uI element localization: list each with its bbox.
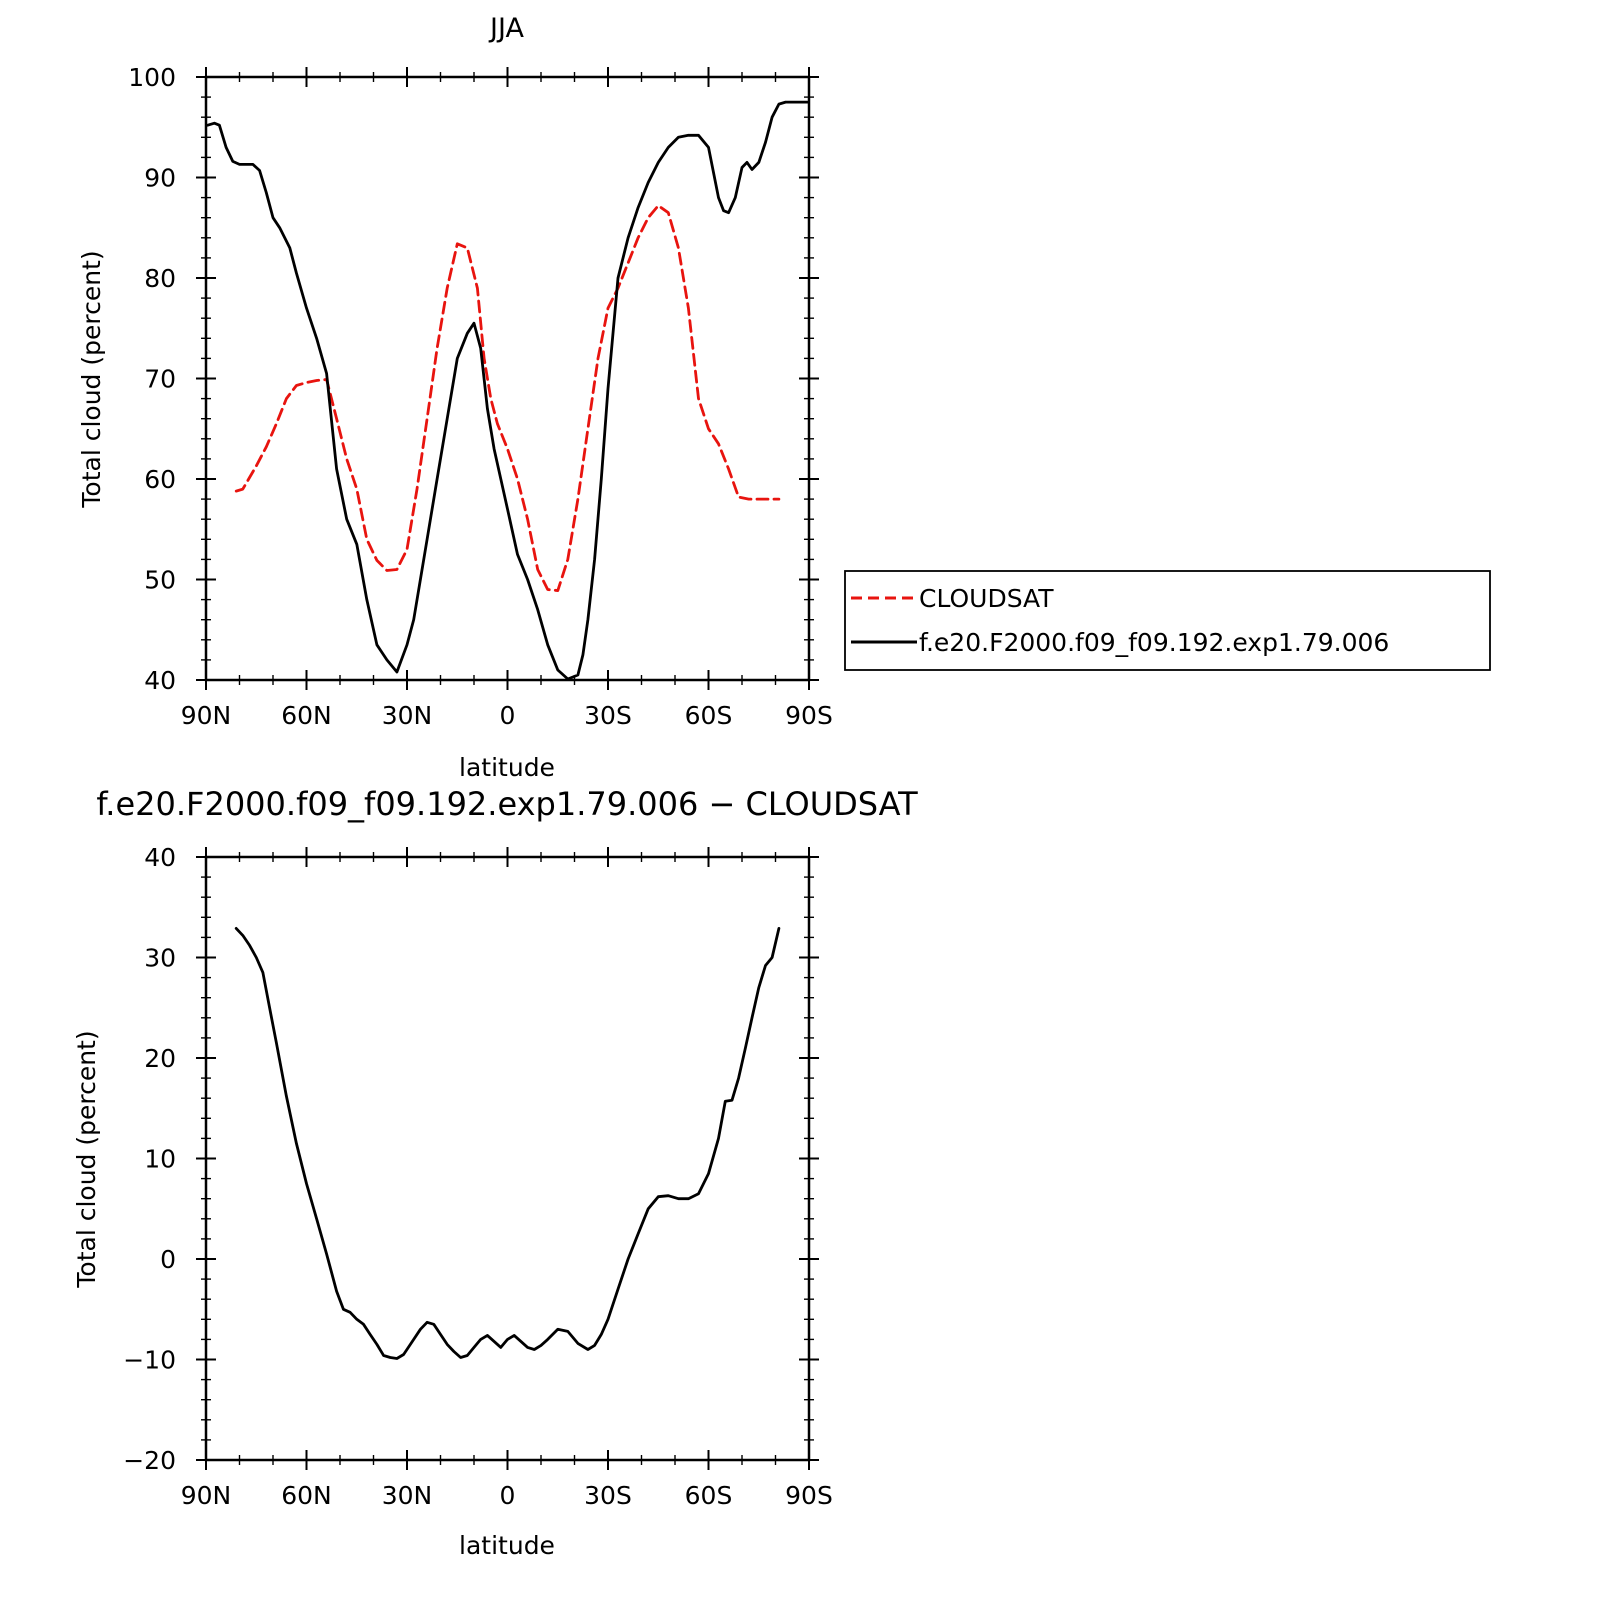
tick-marks [196, 847, 819, 1470]
y-tick-label: −20 [123, 1446, 176, 1475]
series-group [234, 927, 781, 1360]
legend-label-cloudsat: CLOUDSAT [919, 584, 1054, 613]
y-tick-label: 60 [144, 465, 176, 494]
y-tick-label: −10 [123, 1346, 176, 1375]
y-tick-label: 0 [160, 1245, 176, 1274]
legend-box [844, 570, 1491, 671]
y-axis-label: Total cloud (percent) [72, 1030, 101, 1288]
x-tick-label: 30N [382, 1481, 433, 1510]
chart-title: JJA [488, 13, 524, 44]
legend-label-model: f.e20.F2000.f09_f09.192.exp1.79.006 [919, 628, 1389, 657]
x-tick-label: 0 [500, 701, 516, 730]
bottom-chart: f.e20.F2000.f09_f09.192.exp1.79.006 − CL… [72, 785, 918, 1560]
x-tick-label: 90S [785, 1481, 833, 1510]
x-tick-label: 60S [685, 701, 733, 730]
x-axis-label: latitude [459, 753, 555, 782]
y-axis-label: Total cloud (percent) [77, 250, 106, 508]
series-line-difference-0 [234, 927, 781, 1360]
y-tick-label: 20 [144, 1044, 176, 1073]
x-tick-label: 60S [685, 1481, 733, 1510]
y-tick-label: 90 [144, 164, 176, 193]
x-tick-label: 90S [785, 701, 833, 730]
y-tick-label: 30 [144, 944, 176, 973]
series-line-cloudsat [234, 204, 781, 592]
y-tick-labels: 40 50 60 70 80 90 100 [128, 63, 176, 695]
y-tick-label: 100 [128, 63, 176, 92]
x-axis-label: latitude [459, 1531, 555, 1560]
series-line-f-e20-f2000-f09-f09-192-exp1-79-006 [206, 100, 809, 681]
x-tick-label: 60N [281, 1481, 332, 1510]
x-tick-label: 0 [500, 1481, 516, 1510]
x-tick-labels: 90N 60N 30N 0 30S 60S 90S [181, 1481, 833, 1510]
x-tick-label: 60N [281, 701, 332, 730]
legend: CLOUDSAT f.e20.F2000.f09_f09.192.exp1.79… [844, 570, 1491, 671]
x-tick-label: 30S [584, 701, 632, 730]
x-tick-labels: 90N 60N 30N 0 30S 60S 90S [181, 701, 833, 730]
y-tick-label: 10 [144, 1145, 176, 1174]
chart-title: f.e20.F2000.f09_f09.192.exp1.79.006 − CL… [96, 785, 918, 823]
y-tick-label: 50 [144, 566, 176, 595]
x-tick-label: 90N [181, 701, 232, 730]
y-tick-label: 80 [144, 264, 176, 293]
y-tick-label: 40 [144, 666, 176, 695]
x-tick-label: 30N [382, 701, 433, 730]
y-tick-labels: −20 −10 0 10 20 30 40 [123, 843, 176, 1475]
tick-marks [196, 67, 819, 690]
y-tick-label: 40 [144, 843, 176, 872]
x-tick-label: 90N [181, 1481, 232, 1510]
plot-frame [204, 75, 811, 682]
y-tick-label: 70 [144, 365, 176, 394]
x-tick-label: 30S [584, 1481, 632, 1510]
plot-frame [204, 855, 811, 1462]
series-group [206, 100, 809, 681]
